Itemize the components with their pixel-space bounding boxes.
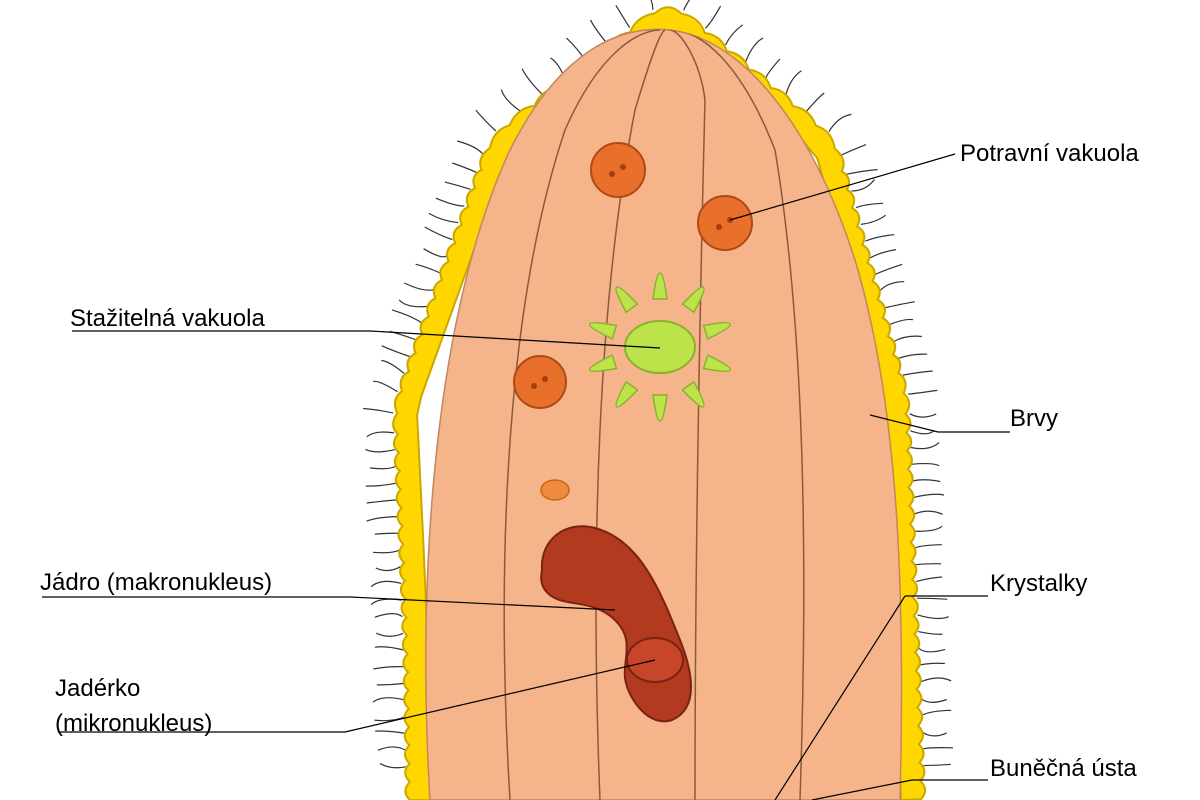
cell-diagram (0, 0, 1200, 800)
label-macronucleus: Jádro (makronukleus) (40, 569, 272, 597)
label-contractile-vacuole: Stažitelná vakuola (70, 305, 265, 333)
small-organelle (541, 480, 569, 500)
label-micronucleus-l1: Jadérko (55, 675, 140, 703)
label-cell-mouth: Buněčná ústa (990, 755, 1137, 783)
label-food-vacuole: Potravní vakuola (960, 140, 1139, 168)
label-crystals: Krystalky (990, 570, 1087, 598)
label-micronucleus-l2: (mikronukleus) (55, 710, 212, 738)
label-cilia: Brvy (1010, 405, 1058, 433)
